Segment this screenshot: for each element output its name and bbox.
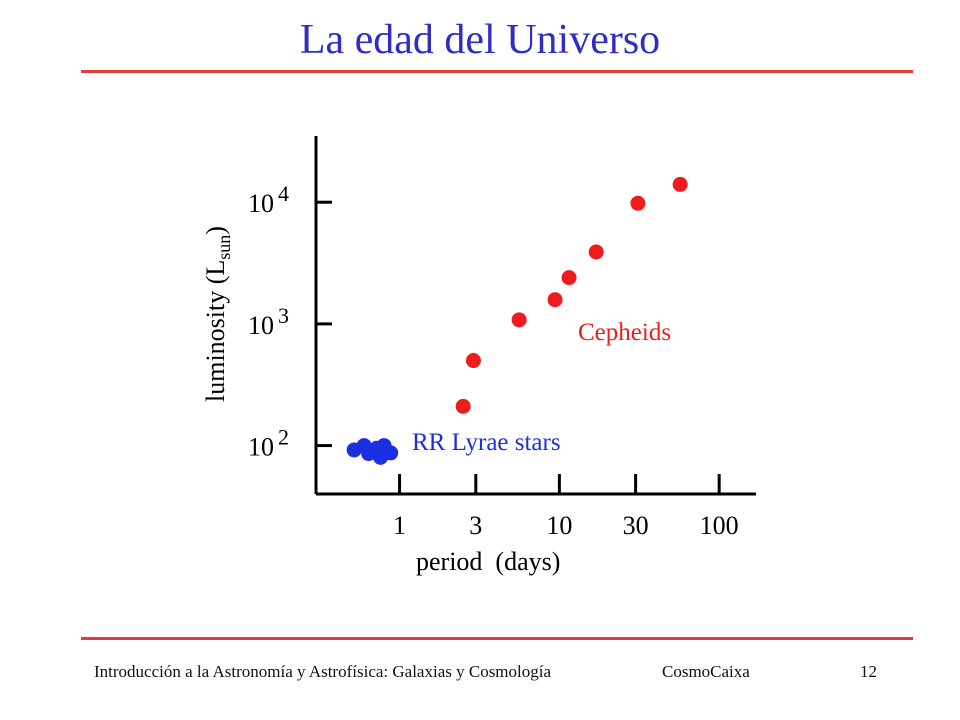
cepheid-point bbox=[455, 398, 471, 414]
x-tick-label: 10 bbox=[546, 511, 572, 540]
cepheid-point bbox=[588, 244, 604, 260]
cepheid-point bbox=[630, 195, 646, 211]
rr-lyrae-label: RR Lyrae stars bbox=[412, 429, 561, 456]
x-tick-label: 100 bbox=[700, 511, 739, 540]
slide-title: La edad del Universo bbox=[299, 17, 661, 63]
y-tick-label: 10 3 bbox=[248, 303, 289, 340]
chart-points bbox=[346, 176, 688, 465]
title-divider bbox=[81, 70, 913, 73]
x-axis-label: period (days) bbox=[416, 547, 560, 576]
footer-divider bbox=[81, 637, 913, 640]
rr-lyrae-point bbox=[383, 445, 399, 461]
footer-course-title: Introducción a la Astronomía y Astrofísi… bbox=[94, 662, 552, 681]
cepheid-point bbox=[547, 292, 563, 308]
y-tick-label: 10 2 bbox=[248, 425, 289, 462]
cepheids-label: Cepheids bbox=[578, 319, 671, 346]
chart-axes bbox=[314, 136, 756, 496]
cepheid-point bbox=[561, 270, 577, 286]
cepheid-point bbox=[672, 176, 688, 192]
y-tick-label: 10 4 bbox=[248, 181, 289, 218]
x-tick-label: 3 bbox=[469, 511, 482, 540]
footer-page-number: 12 bbox=[860, 662, 877, 681]
cepheid-point bbox=[511, 312, 527, 328]
x-tick-label: 30 bbox=[623, 511, 649, 540]
y-axis-label: luminosity (Lsun) bbox=[201, 226, 234, 402]
cepheid-point bbox=[465, 353, 481, 369]
footer-organization: CosmoCaixa bbox=[662, 662, 750, 681]
x-tick-label: 1 bbox=[393, 511, 406, 540]
